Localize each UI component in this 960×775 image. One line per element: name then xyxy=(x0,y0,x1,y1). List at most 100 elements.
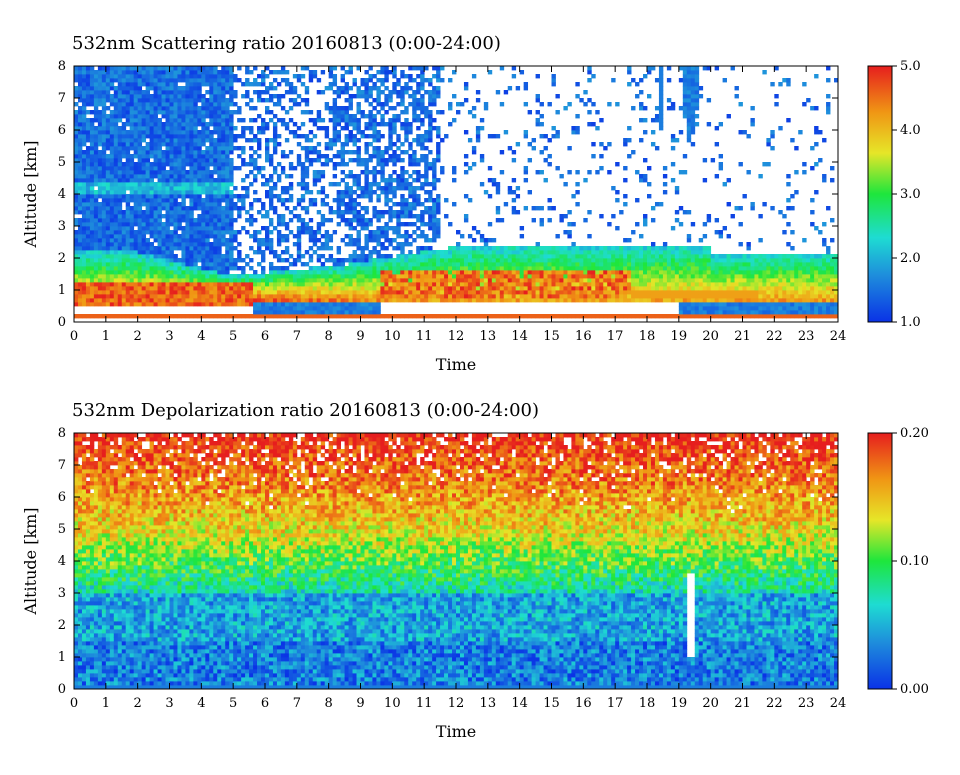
heatmap-cell xyxy=(340,286,345,291)
heatmap-cell xyxy=(157,118,162,123)
heatmap-cell xyxy=(145,202,151,207)
heatmap-cell xyxy=(328,182,334,187)
heatmap-cell xyxy=(463,266,469,271)
heatmap-cell xyxy=(300,166,306,171)
heatmap-cell xyxy=(332,182,338,187)
heatmap-cell xyxy=(105,146,111,151)
heatmap-cell xyxy=(221,118,226,123)
heatmap-cell xyxy=(145,154,151,159)
heatmap-cell xyxy=(487,194,493,199)
heatmap-cell xyxy=(491,294,497,299)
heatmap-cell xyxy=(384,98,389,103)
heatmap-cell xyxy=(141,214,147,219)
heatmap-cell xyxy=(404,118,409,123)
heatmap-cell xyxy=(348,290,353,295)
heatmap-cell xyxy=(531,314,536,319)
heatmap-cell xyxy=(396,134,401,139)
heatmap-cell xyxy=(85,90,91,95)
heatmap-cell xyxy=(539,134,544,139)
heatmap-cell xyxy=(173,290,178,295)
heatmap-cell xyxy=(181,194,186,199)
heatmap-cell xyxy=(81,266,87,271)
heatmap-cell xyxy=(547,298,552,303)
heatmap-cell xyxy=(209,202,214,207)
heatmap-cell xyxy=(133,166,139,171)
heatmap-cell xyxy=(467,246,473,251)
heatmap-cell xyxy=(515,210,521,215)
heatmap-cell xyxy=(288,182,294,187)
heatmap-cell xyxy=(177,134,182,139)
heatmap-cell xyxy=(157,166,162,171)
heatmap-cell xyxy=(217,82,222,87)
heatmap-cell xyxy=(153,230,158,235)
heatmap-cell xyxy=(149,278,154,283)
heatmap-cell xyxy=(133,266,139,271)
heatmap-cell xyxy=(217,202,222,207)
heatmap-cell xyxy=(400,298,405,303)
heatmap-cell xyxy=(487,254,493,259)
heatmap-cell xyxy=(113,214,119,219)
heatmap-cell xyxy=(276,198,282,203)
heatmap-cell xyxy=(121,146,127,151)
heatmap-cell xyxy=(503,282,509,287)
heatmap-cell xyxy=(173,70,178,75)
heatmap-cell xyxy=(257,130,262,135)
heatmap-cell xyxy=(225,110,230,115)
heatmap-cell xyxy=(432,102,437,107)
heatmap-cell xyxy=(328,302,334,307)
heatmap-cell xyxy=(531,298,536,303)
heatmap-cell xyxy=(74,174,79,179)
heatmap-cell xyxy=(121,290,127,295)
heatmap-cell xyxy=(229,178,234,183)
heatmap-cell xyxy=(97,258,103,263)
heatmap-cell xyxy=(563,274,568,279)
heatmap-cell xyxy=(280,122,286,127)
heatmap-cell xyxy=(213,142,218,147)
heatmap-cell xyxy=(332,210,338,215)
heatmap-cell xyxy=(173,298,178,303)
heatmap-cell xyxy=(308,190,314,195)
heatmap-cell xyxy=(197,158,202,163)
heatmap-cell xyxy=(384,262,389,267)
heatmap-cell xyxy=(121,194,127,199)
heatmap-cell xyxy=(268,306,274,311)
heatmap-cell xyxy=(261,290,266,295)
heatmap-cell xyxy=(491,182,497,187)
heatmap-cell xyxy=(113,174,119,179)
heatmap-cell xyxy=(177,314,182,319)
heatmap-cell xyxy=(181,166,186,171)
heatmap-cell xyxy=(141,286,147,291)
heatmap-cell xyxy=(276,142,282,147)
heatmap-cell xyxy=(432,126,437,131)
heatmap-cell xyxy=(101,254,107,259)
heatmap-cell xyxy=(261,286,266,291)
heatmap-cell xyxy=(428,222,433,227)
heatmap-cell xyxy=(201,190,206,195)
heatmap-cell xyxy=(360,294,365,299)
heatmap-cell xyxy=(197,74,202,79)
heatmap-cell xyxy=(249,106,254,111)
heatmap-cell xyxy=(272,314,278,319)
heatmap-cell xyxy=(404,202,409,207)
heatmap-cell xyxy=(320,174,326,179)
heatmap-cell xyxy=(412,274,417,279)
heatmap-cell xyxy=(396,242,401,247)
heatmap-cell xyxy=(265,234,270,239)
heatmap-cell xyxy=(499,278,505,283)
heatmap-cell xyxy=(459,102,465,107)
heatmap-cell xyxy=(153,266,158,271)
heatmap-cell xyxy=(515,186,521,191)
heatmap-cell xyxy=(169,118,174,123)
heatmap-cell xyxy=(396,146,401,151)
heatmap-cell xyxy=(356,86,361,91)
heatmap-cell xyxy=(408,206,413,211)
heatmap-cell xyxy=(129,170,135,175)
heatmap-cell xyxy=(559,218,564,223)
heatmap-cell xyxy=(515,278,521,283)
heatmap-cell xyxy=(93,238,99,243)
heatmap-cell xyxy=(364,242,369,247)
heatmap-cell xyxy=(272,134,278,139)
heatmap-cell xyxy=(193,134,198,139)
heatmap-cell xyxy=(197,222,202,227)
heatmap-cell xyxy=(352,270,357,275)
